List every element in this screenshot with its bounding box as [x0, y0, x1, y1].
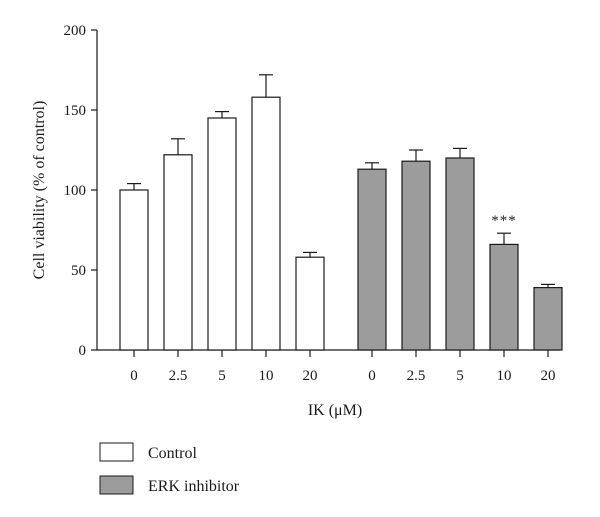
legend-label-control: Control: [148, 445, 197, 462]
y-tick-label: 100: [64, 183, 87, 199]
y-tick-label: 150: [64, 103, 87, 119]
bar: [295, 256, 325, 351]
x-tick-label: 5: [218, 368, 226, 384]
x-tick-label: 2.5: [169, 368, 188, 384]
bars: [119, 74, 563, 351]
x-tick-label: 2.5: [407, 368, 426, 384]
bar: [163, 154, 193, 351]
bar: [119, 189, 149, 351]
legend: Control ERK inhibitor: [99, 442, 240, 495]
y-axis-title: Cell viability (% of control): [31, 101, 48, 280]
x-tick-label: 10: [497, 368, 512, 384]
legend-swatch-control: [99, 442, 134, 462]
bar: [251, 96, 281, 351]
bar: [445, 157, 475, 351]
x-tick-label: 10: [259, 368, 274, 384]
y-tick-label: 50: [71, 263, 86, 279]
bar: [533, 287, 563, 351]
bar: [489, 243, 519, 351]
bar: [401, 160, 431, 351]
bar: [357, 168, 387, 351]
x-tick-label: 0: [130, 368, 138, 384]
legend-label-erk-inhibitor: ERK inhibitor: [148, 478, 240, 495]
legend-swatch-erk-inhibitor: [99, 475, 134, 495]
y-tick-label: 0: [79, 343, 87, 359]
x-tick-label: 0: [368, 368, 376, 384]
significance-label: ***: [491, 213, 517, 229]
x-tick-label: 5: [456, 368, 464, 384]
x-tick-label: 20: [303, 368, 318, 384]
y-tick-label: 200: [64, 23, 87, 39]
bar: [207, 117, 237, 351]
x-axis-title: IK (μM): [308, 402, 362, 419]
x-tick-label: 20: [541, 368, 556, 384]
